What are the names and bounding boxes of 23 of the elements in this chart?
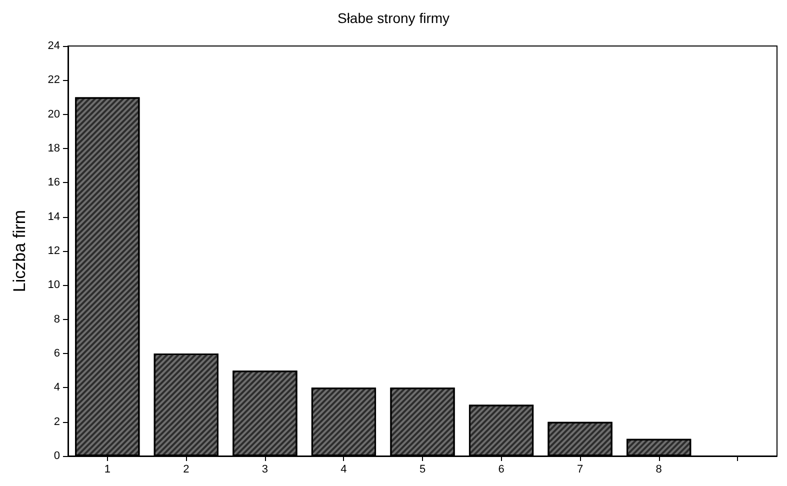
x-tick-label: 1 [104,464,110,476]
x-tick-label: 2 [183,464,190,476]
x-tick-label: 4 [340,464,347,476]
x-tick-label: 5 [419,464,426,476]
y-tick-label: 6 [54,348,60,360]
y-tick-label: 2 [54,416,60,428]
y-axis-title: Liczba firm [10,210,29,292]
y-tick-label: 24 [48,40,60,52]
y-tick-label: 0 [54,450,60,462]
x-tick-label: 7 [576,464,584,476]
y-tick-label: 16 [48,176,60,189]
y-tick-label: 4 [54,382,60,394]
x-tick-label: 8 [656,464,662,476]
y-tick-label: 12 [48,245,60,257]
y-tick-label: 10 [48,279,60,292]
chart-title: Słabe strony firmy [337,10,450,26]
x-tick-label: 3 [262,464,268,476]
x-tick-label: 6 [498,464,504,476]
y-tick-label: 14 [48,210,60,223]
y-tick-label: 22 [48,74,60,86]
y-tick-label: 18 [48,142,60,154]
y-tick-label: 8 [54,313,60,326]
y-tick-label: 20 [48,108,60,120]
